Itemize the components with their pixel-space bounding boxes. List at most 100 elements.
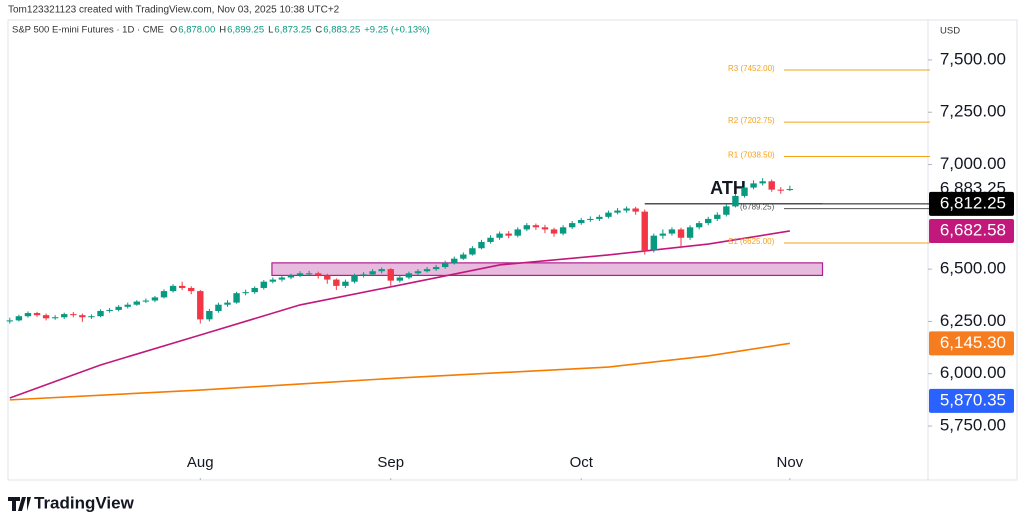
candle-body [432,267,440,270]
candle-body [605,212,612,217]
candle-body [478,241,485,249]
candle-body [51,317,59,319]
candle-body [88,316,95,318]
candle-body [587,218,594,220]
candle-body [142,300,150,302]
candle-body [695,223,703,228]
candle-body [732,195,739,207]
candle-body [242,292,249,294]
logo-icon [8,497,31,511]
candle-body [469,248,476,255]
candle-body [251,287,258,293]
candle-body [315,273,322,276]
candle-body [269,279,277,282]
candle-body [296,273,304,276]
ohlc-value: 6,873.25 [274,25,311,36]
candle-body [224,302,231,305]
candle-body [777,189,784,191]
candle-body [677,229,685,238]
candle-body [79,315,86,318]
candle-body [768,181,775,190]
candle-body [750,183,757,188]
candle-body [206,310,213,320]
candle-body [441,262,449,268]
candle-body [460,254,467,259]
y-tick-label: 7,250.00 [940,102,1006,121]
y-tick-label: 7,000.00 [940,154,1006,173]
moving-average [9,230,790,399]
candle-body [550,229,558,234]
candle-body [559,227,567,234]
candle-body [42,315,50,319]
candle-body [641,211,648,251]
candle-body [686,227,694,238]
candle-body [523,225,531,230]
candle-body [668,229,676,234]
currency: USD [940,26,960,37]
candle-body [188,287,195,292]
logo: TradingView [8,493,135,512]
x-tick-label: Aug [187,454,214,471]
ohlc-key: L [268,25,273,36]
pivot-label: (6789.25) [740,203,775,212]
ohlc-key: C [315,25,322,36]
candle-body [215,304,222,311]
y-tick-label: 5,750.00 [940,416,1006,435]
ohlc-key: O [170,25,177,36]
candle-body [723,206,730,215]
candle-body [360,274,367,276]
price-box [929,191,1014,216]
brand: TradingView [34,493,135,512]
candle-body [369,271,376,275]
candle-body [197,291,204,320]
candle-body [541,227,549,230]
candle-body [759,181,766,184]
candle-body [278,277,286,280]
candle-body [33,313,41,316]
candle-body [287,275,295,278]
candle-body [414,271,422,274]
x-tick-label: Oct [570,454,594,471]
candle-body [387,269,394,281]
change: +9.25 (+0.13%) [364,25,430,36]
candle-body [714,214,721,219]
candle-body [61,314,68,318]
candle-body [741,187,748,196]
candle-body [423,269,431,272]
ohlc-key: H [219,25,226,36]
ohlc-value: 6,899.25 [227,25,264,36]
candle-body [178,285,186,288]
pivot-label: R3 (7452.00) [728,64,775,73]
candle-body [705,218,712,224]
candle-body [233,293,240,303]
price-box [929,388,1014,413]
candle-body [260,281,267,288]
zone [271,262,824,277]
candle-body [596,216,603,219]
candle-body [405,273,413,278]
candle-body [487,237,494,242]
candle-body [532,225,540,228]
candle-body [496,233,503,238]
candle-body [623,208,630,211]
candle-body [160,291,168,298]
candle-body [568,223,576,228]
candle-body [378,269,385,272]
candle-body [305,273,313,275]
candle-body [351,275,358,282]
x-tick-label: Sep [377,454,404,471]
candle-body [514,229,521,236]
x-tick-label: Nov [777,454,804,471]
candle-body [133,301,140,305]
pivot-label: S1 (6625.00) [728,237,775,246]
price-label: 6,682.58 [940,220,1006,239]
candle-body [97,310,104,317]
moving-average [9,342,790,401]
candle-body [124,304,131,307]
symbol: S&P 500 E-mini Futures · 1D · CME [12,25,164,36]
candle-body [70,314,77,316]
candle-body [659,233,667,236]
price-label: 6,812.25 [940,193,1006,212]
